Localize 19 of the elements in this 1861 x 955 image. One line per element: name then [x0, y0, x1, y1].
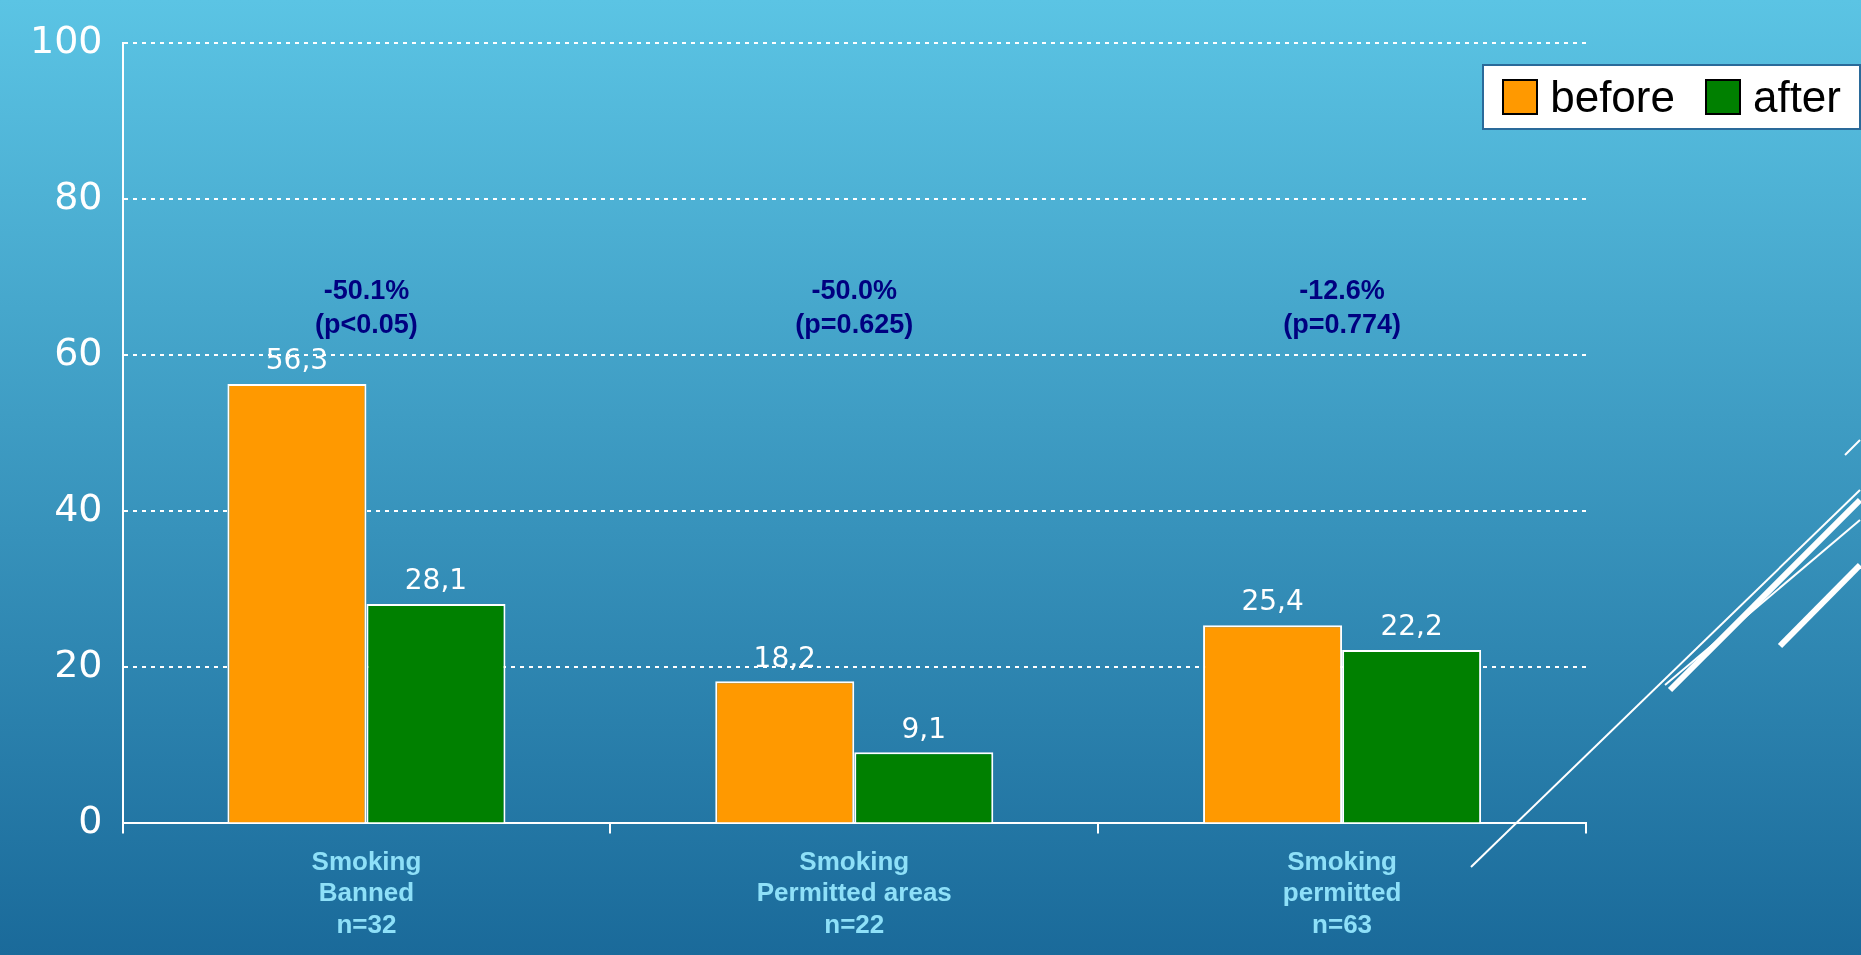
- text: before: [1550, 72, 1675, 122]
- y-tick-label: 60: [54, 329, 103, 374]
- data-label: 28,1: [404, 563, 468, 597]
- y-tick-label: 100: [30, 17, 103, 62]
- y-tick-label: 0: [78, 798, 103, 843]
- data-label: 9,1: [901, 711, 947, 745]
- y-tick-label: 80: [54, 173, 103, 218]
- x-tick-label: Smoking permitted n=63: [1282, 846, 1402, 939]
- data-label: 56,3: [265, 343, 329, 377]
- annotation: -50.0% (p=0.625): [795, 275, 914, 340]
- legend-label: after: [1752, 72, 1841, 122]
- data-label: 22,2: [1380, 609, 1443, 643]
- x-tick-label: Smoking Permitted areas n=22: [756, 846, 952, 939]
- y-tick-label: 20: [54, 642, 103, 687]
- data-label: 25,4: [1241, 584, 1304, 618]
- annotation: -50.1% (p<0.05): [315, 275, 418, 340]
- y-tick-label: 40: [54, 486, 103, 531]
- x-tick-label: Smoking Banned n=32: [311, 846, 422, 939]
- annotation: -12.6% (p=0.774): [1283, 275, 1401, 340]
